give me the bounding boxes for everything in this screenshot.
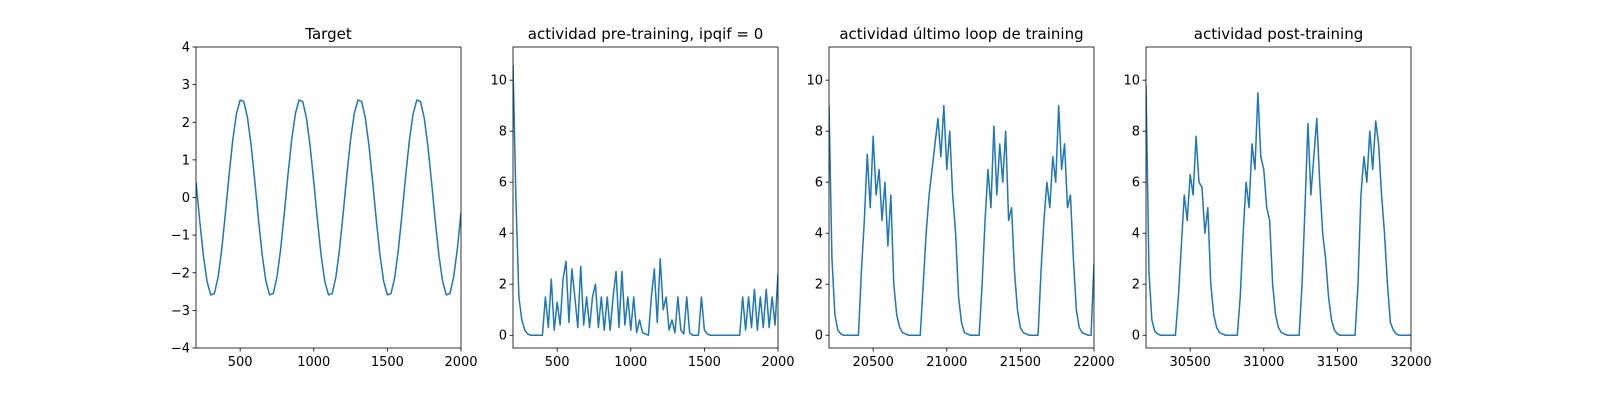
y-tick-label: 2: [499, 278, 507, 293]
y-tick-label: −2: [171, 266, 190, 281]
y-tick-label: −4: [171, 342, 190, 357]
x-tick-label: 22000: [1073, 355, 1114, 370]
x-tick-label: 1000: [614, 355, 647, 370]
axes-frame: [195, 46, 462, 349]
y-tick-label: 4: [499, 227, 507, 242]
x-tick-label: 21000: [926, 355, 967, 370]
y-tick-label: 8: [815, 125, 823, 140]
x-tick-label: 500: [545, 355, 570, 370]
y-tick-label: 4: [815, 227, 823, 242]
y-tick-label: 4: [1132, 227, 1140, 242]
y-tick-label: 3: [182, 78, 190, 93]
y-tick-label: 4: [182, 41, 190, 56]
subplot-title: actividad último loop de training: [839, 25, 1083, 43]
x-tick-label: 1500: [688, 355, 721, 370]
y-tick-label: 0: [815, 329, 823, 344]
x-tick-label: 21500: [1000, 355, 1041, 370]
x-tick-label: 20500: [852, 355, 893, 370]
y-tick-label: 10: [806, 74, 823, 89]
x-tick-label: 31500: [1317, 355, 1358, 370]
x-tick-label: 32000: [1390, 355, 1431, 370]
y-tick-label: 6: [499, 176, 507, 191]
y-tick-label: 6: [1132, 176, 1140, 191]
x-tick-label: 2000: [444, 355, 477, 370]
line: [513, 64, 778, 336]
x-tick-label: 1000: [297, 355, 330, 370]
line: [196, 99, 461, 296]
subplot-title: Target: [304, 25, 352, 43]
axes-frame: [1145, 46, 1412, 349]
y-tick-label: 6: [815, 176, 823, 191]
y-tick-label: 2: [182, 116, 190, 131]
y-tick-label: 0: [499, 329, 507, 344]
y-tick-label: 0: [182, 191, 190, 206]
line: [1146, 85, 1411, 336]
y-tick-label: 0: [1132, 329, 1140, 344]
y-tick-label: 8: [1132, 125, 1140, 140]
y-tick-label: 8: [499, 125, 507, 140]
x-tick-label: 1500: [371, 355, 404, 370]
x-tick-label: 500: [228, 355, 253, 370]
axes-frame: [828, 46, 1095, 349]
x-tick-label: 31000: [1243, 355, 1284, 370]
y-tick-label: 10: [1123, 74, 1140, 89]
y-tick-label: 2: [1132, 278, 1140, 293]
subplot-title: actividad post-training: [1194, 25, 1363, 43]
y-tick-label: 1: [182, 153, 190, 168]
x-tick-label: 30500: [1169, 355, 1210, 370]
axes-frame: [512, 46, 779, 349]
y-tick-label: −1: [171, 229, 190, 244]
y-tick-label: 2: [815, 278, 823, 293]
y-tick-label: 10: [490, 74, 507, 89]
y-tick-label: −3: [171, 304, 190, 319]
x-tick-label: 2000: [761, 355, 794, 370]
subplot-title: actividad pre-training, ipqif = 0: [528, 25, 764, 43]
line: [829, 104, 1094, 336]
